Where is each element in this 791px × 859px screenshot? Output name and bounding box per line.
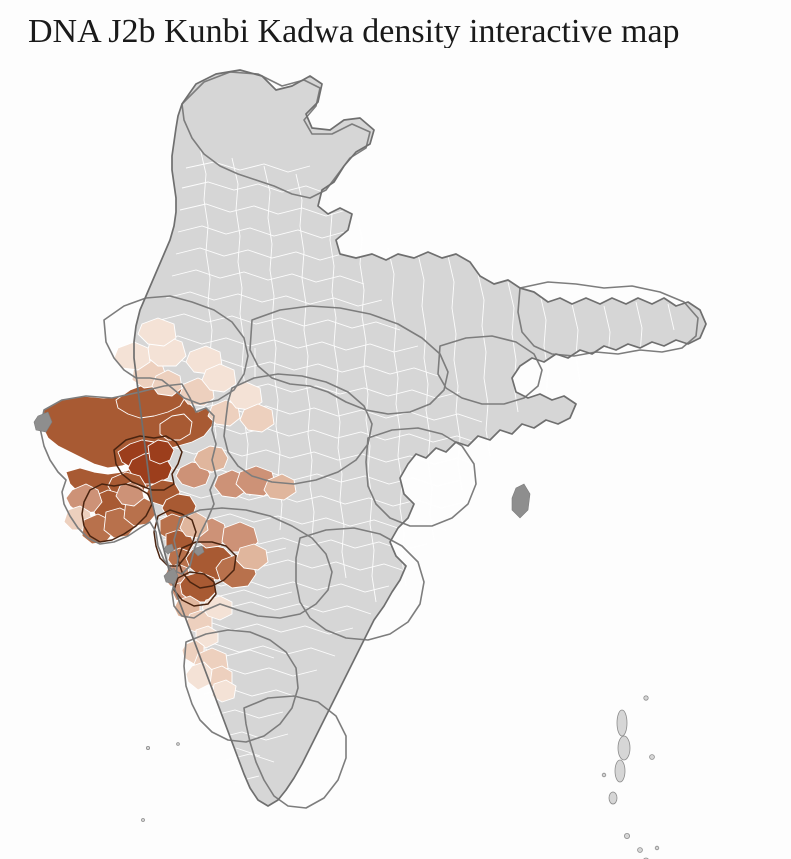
island-nicobar-speck [655,846,659,850]
state-rajasthan [104,296,248,404]
island-middle-andaman [618,736,630,760]
state-bihar [438,336,542,404]
urban-markers [34,412,530,584]
highlight-outline-surat-valsad [154,510,196,566]
district-chittorgarh[interactable] [202,364,236,392]
district-jamnagar[interactable] [66,484,102,514]
andaman-nicobar-islands [602,696,659,859]
urban-diu [194,546,204,556]
island-little-andaman [609,792,617,804]
urban-kutch-tip [34,412,52,432]
state-maharashtra [172,508,332,618]
district-aurangabad[interactable] [236,544,268,570]
highlight-outline-pune-south [174,572,216,606]
island-lakshadweep-1 [146,746,149,749]
highlight-outline-ahmedabad-cluster [114,436,182,490]
urban-daman [164,544,174,554]
state-karnataka [184,630,298,742]
map-canvas[interactable] [0,48,791,859]
page-title: DNA J2b Kunbi Kadwa density interactive … [28,13,680,50]
state-boundaries [40,72,698,808]
state-tamilnadu-kerala [244,696,346,808]
india-country-outline [134,70,706,806]
region-gujarat[interactable] [42,378,228,570]
district-dahod[interactable] [194,446,228,472]
region-maharashtra[interactable] [164,512,268,648]
island-north-andaman [617,710,627,736]
district-gandhinagar[interactable] [148,440,174,464]
island-lakshadweep-3 [142,819,145,822]
state-up [250,306,448,414]
island-speck-1 [644,696,648,700]
island-south-andaman [615,760,625,782]
island-speck-2 [650,755,655,760]
urban-kolkata [512,484,530,518]
island-lakshadweep-2 [177,743,180,746]
state-mp [224,374,372,484]
state-kashmir [182,72,370,198]
district-khandwa[interactable] [264,474,296,500]
region-rajasthan-mp[interactable] [114,318,296,500]
lakshadweep-islands [142,743,180,822]
highlight-outline-saurashtra [82,484,152,542]
island-car-nicobar [624,833,629,838]
state-northeast [518,282,698,356]
highlight-outline-group [82,436,236,606]
island-nancowry [638,848,643,853]
district-indore[interactable] [240,404,274,432]
state-gujarat [40,384,216,574]
urban-mumbai [164,568,178,584]
district-jodhpur[interactable] [138,318,176,346]
india-choropleth-map[interactable] [0,48,791,859]
highlight-outline-nashik-pune [178,542,236,588]
district-haveri[interactable] [212,680,236,702]
state-telangana-ap [296,528,424,640]
island-speck-3 [602,773,606,777]
state-chhattisgarh-odisha [366,428,476,526]
